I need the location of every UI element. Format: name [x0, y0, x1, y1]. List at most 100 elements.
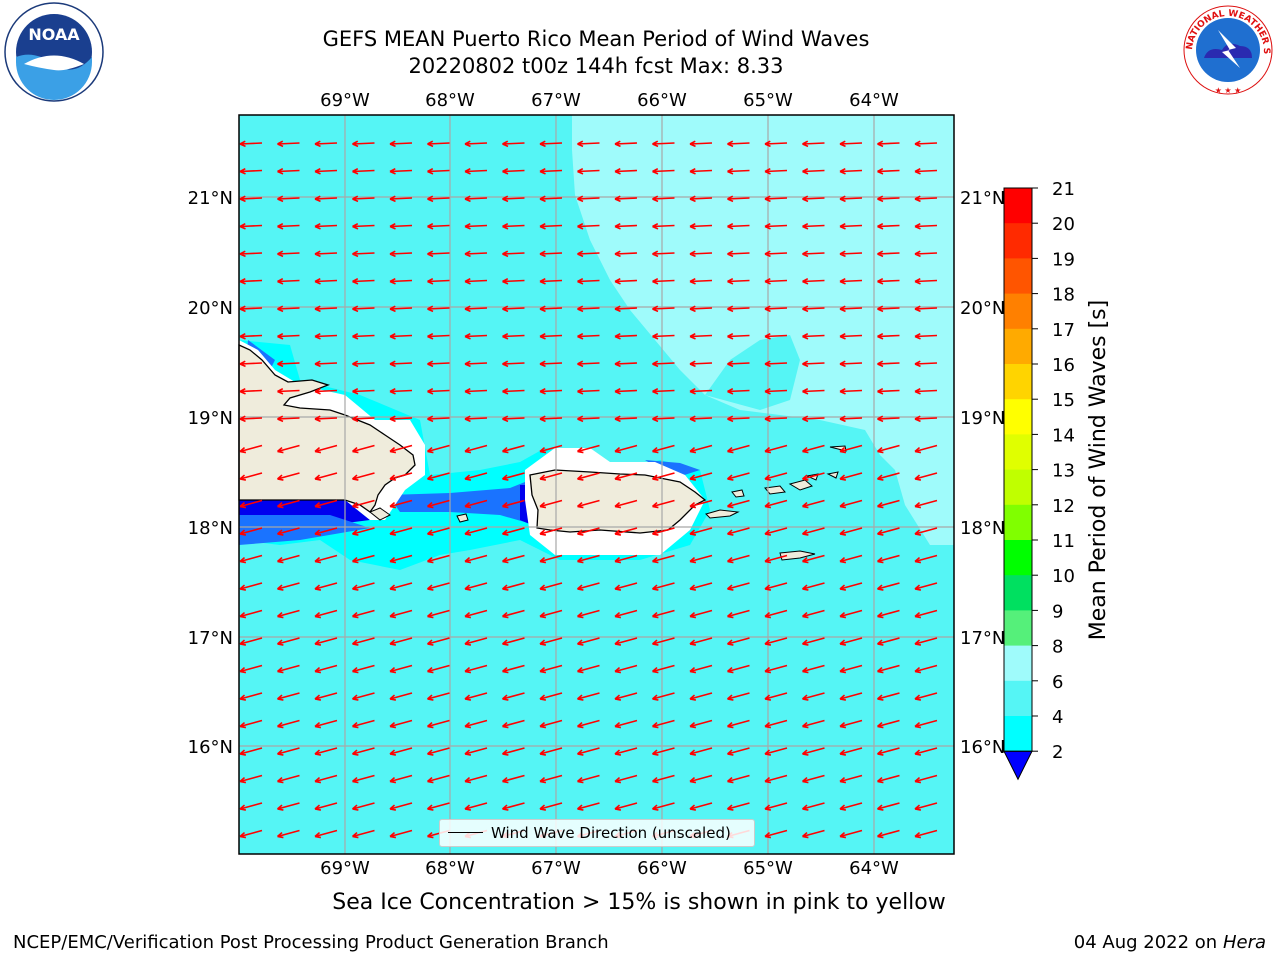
wave-direction-arrow: [652, 332, 675, 340]
wave-direction-arrow: [464, 415, 488, 423]
colorbar-tick-label: 19: [1052, 249, 1075, 270]
wave-direction-arrow: [914, 415, 938, 423]
wave-direction-arrow: [314, 250, 338, 258]
wave-direction-arrow: [876, 499, 900, 509]
lat-label-right-5: 17°N: [960, 628, 1005, 649]
wave-direction-arrow: [727, 305, 750, 313]
wave-direction-arrow: [764, 360, 788, 368]
wave-direction-arrow: [276, 719, 300, 729]
wave-direction-arrow: [727, 415, 750, 423]
wave-direction-arrow: [651, 719, 675, 729]
wave-direction-arrow: [239, 554, 263, 564]
wave-direction-arrow: [464, 802, 488, 811]
wave-direction-arrow: [501, 664, 525, 674]
wave-direction-arrow: [276, 692, 300, 701]
wave-direction-arrow: [464, 554, 488, 564]
wave-direction-arrow: [464, 499, 488, 509]
wave-direction-arrow: [839, 774, 863, 784]
lat-label-left-1: 21°N: [188, 188, 233, 209]
wave-direction-arrow: [726, 444, 750, 454]
wave-direction-arrow: [764, 332, 788, 340]
wave-direction-arrow: [651, 747, 675, 756]
wave-direction-arrow: [539, 387, 563, 395]
wave-direction-arrow: [352, 332, 375, 340]
wave-direction-arrow: [727, 277, 750, 285]
wave-direction-arrow: [689, 499, 713, 509]
wave-direction-arrow: [651, 774, 675, 784]
wave-direction-arrow: [539, 472, 563, 481]
wave-direction-arrow: [802, 387, 825, 395]
wave-direction-arrow: [914, 360, 938, 368]
wave-direction-arrow: [876, 747, 900, 756]
wave-direction-arrow: [501, 774, 525, 784]
wave-direction-arrow: [764, 277, 788, 285]
wave-direction-arrow: [726, 499, 750, 509]
wave-direction-arrow: [352, 167, 375, 175]
wave-direction-arrow: [464, 222, 488, 230]
wave-direction-arrow: [351, 527, 375, 536]
wave-direction-arrow: [539, 167, 563, 175]
wave-direction-arrow: [276, 829, 300, 839]
wave-direction-arrow: [914, 387, 938, 395]
wave-direction-arrow: [277, 195, 300, 203]
wave-direction-arrow: [426, 747, 450, 756]
wave-direction-arrow: [877, 277, 900, 285]
wave-direction-arrow: [651, 444, 675, 454]
lon-label-top-2: 68°W: [425, 90, 475, 111]
colorbar-tick-label: 14: [1052, 425, 1075, 446]
wave-direction-arrow: [652, 222, 675, 230]
wave-direction-arrow: [726, 554, 750, 564]
wave-direction-arrow: [539, 747, 563, 756]
wave-direction-arrow: [802, 305, 825, 313]
colorbar-tick-label: 17: [1052, 320, 1075, 341]
wave-direction-arrow: [914, 554, 938, 564]
colorbar: [1003, 187, 1033, 781]
wave-direction-arrow: [427, 277, 450, 285]
wave-direction-arrow: [314, 167, 338, 175]
wave-direction-arrow: [689, 444, 713, 454]
wave-direction-arrow: [839, 167, 863, 175]
wave-direction-arrow: [314, 472, 338, 481]
wave-direction-arrow: [651, 637, 675, 646]
colorbar-tick-label: 15: [1052, 390, 1075, 411]
wave-direction-arrow: [914, 472, 938, 481]
wave-direction-arrow: [276, 802, 300, 811]
nws-logo-icon: NATIONAL WEATHER SERVICE ★ ★ ★: [1178, 0, 1277, 99]
wave-direction-arrow: [464, 582, 488, 591]
wave-direction-arrow: [576, 774, 600, 784]
wave-direction-arrow: [801, 719, 825, 729]
colorbar-ticks: 21 20 19 18 17 16 15 14 13 12 11 10 9 8 6 4 2: [1032, 179, 1075, 763]
wave-direction-arrow: [389, 527, 413, 536]
wave-direction-arrow: [276, 747, 300, 756]
wave-direction-arrow: [501, 554, 525, 564]
wave-direction-arrow: [689, 802, 713, 811]
wave-direction-arrow: [689, 222, 713, 230]
wave-direction-arrow: [426, 774, 450, 784]
wave-direction-arrow: [502, 387, 525, 395]
wave-direction-arrow: [501, 692, 525, 701]
wave-direction-arrow: [614, 360, 638, 368]
wave-direction-arrow: [351, 719, 375, 729]
wave-direction-arrow: [764, 692, 788, 701]
colorbar-band: [1004, 399, 1032, 435]
wave-direction-arrow: [764, 554, 788, 564]
wave-direction-arrow: [727, 222, 750, 230]
wave-direction-arrow: [276, 444, 300, 454]
colorbar-band: [1004, 575, 1032, 611]
lon-label-bottom-3: 67°W: [531, 858, 581, 879]
wave-direction-arrow: [914, 222, 938, 230]
wave-direction-arrow: [577, 332, 600, 340]
wave-direction-arrow: [427, 195, 450, 203]
wave-direction-arrow: [914, 277, 938, 285]
wave-direction-arrow: [389, 582, 413, 591]
wave-direction-arrow: [277, 250, 300, 258]
wave-direction-arrow: [539, 554, 563, 564]
wave-direction-arrow: [239, 472, 263, 481]
wave-direction-arrow: [351, 472, 375, 481]
wave-direction-arrow: [727, 332, 750, 340]
wave-direction-arrow: [726, 609, 750, 619]
wave-direction-arrow: [914, 250, 938, 258]
wave-direction-arrow: [764, 637, 788, 646]
wave-direction-arrow: [389, 277, 413, 285]
wave-direction-arrow: [426, 692, 450, 701]
